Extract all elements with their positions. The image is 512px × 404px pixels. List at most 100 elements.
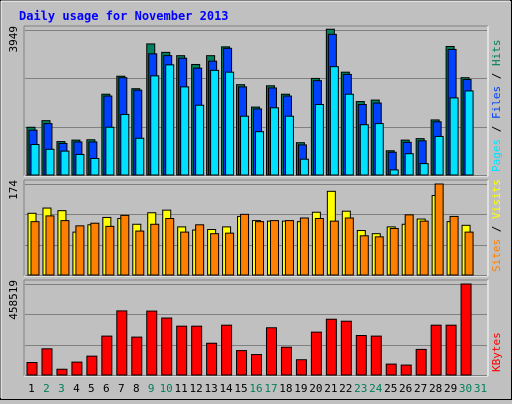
x-tick-label: 16 [249,382,262,395]
pages-bar [314,104,324,176]
x-tick-label: 2 [43,382,50,395]
sites-bar [464,231,474,276]
pages-bar [120,113,130,176]
pages-bar [299,158,309,176]
kbytes-bar [280,346,292,376]
x-tick-label: 19 [294,382,307,395]
hits-files-pages-ymax-label: 3949 [7,26,20,53]
x-tick-label: 27 [414,382,427,395]
legend-files: Files [490,86,503,119]
sites-bar [135,230,145,276]
kbytes-bar [355,335,367,376]
pages-bar [30,144,40,176]
kbytes-bar [400,364,412,376]
sites-bar [105,225,115,276]
x-tick-label: 11 [175,382,188,395]
kbytes-legend: KBytes [490,332,503,372]
kbytes-bar [86,355,98,376]
pages-bar [449,97,459,176]
x-tick-label: 22 [339,382,352,395]
sites-bar [359,235,369,276]
kbytes-bar [415,348,427,376]
pages-bar [344,93,354,176]
pages-bar [105,126,115,176]
x-tick-label: 28 [429,382,442,395]
kbytes-bar [41,348,53,376]
pages-bar [150,75,160,176]
kbytes-bar [101,335,113,376]
legend-sites: Sites [490,239,503,272]
pages-bar [225,71,235,176]
kbytes-ymax-label: 458519 [7,280,20,320]
pages-bar [75,153,85,176]
x-tick-label: 31 [474,382,487,395]
pages-bar [329,66,339,176]
kbytes-bar [206,342,218,376]
x-tick-label: 25 [384,382,397,395]
kbytes-bar [251,354,263,376]
sites-bar [30,221,40,276]
kbytes-bar [265,327,277,376]
pages-bar [135,137,145,176]
pages-bar [210,69,220,176]
kbytes-bar [26,361,38,376]
x-tick-label: 14 [219,382,233,395]
pages-bar [374,123,384,176]
kbytes-bar [295,359,307,376]
pages-bar [269,107,279,176]
pages-bar [180,86,190,176]
legend-visits: Visits [490,179,503,219]
x-tick-label: 6 [103,382,110,395]
sites-bar [314,218,324,276]
sites-bar [90,222,100,276]
x-tick-label: 23 [354,382,367,395]
kbytes-bar [116,310,128,376]
legend-separator: / [490,119,503,139]
kbytes-bar [176,325,188,376]
kbytes-bar [221,324,233,376]
x-tick-label: 13 [204,382,217,395]
sites-bar [299,217,309,276]
kbytes-bar [236,350,248,376]
x-tick-label: 15 [234,382,247,395]
sites-bar [344,217,354,276]
pages-bar [434,135,444,176]
x-tick-label: 29 [444,382,457,395]
pages-bar [389,169,399,176]
x-tick-label: 18 [279,382,292,395]
sites-bar [434,183,444,276]
kbytes-bar [370,335,382,376]
kbytes-bar [340,320,352,376]
sites-bar [329,220,339,276]
sites-bar [240,213,250,276]
legend-separator: / [490,219,503,239]
pages-bar [284,115,294,176]
x-tick-label: 5 [88,382,95,395]
legend-pages: Pages [490,139,503,172]
sites-bar [284,220,294,276]
x-tick-label: 8 [133,382,140,395]
x-tick-label: 17 [264,382,277,395]
x-tick-label: 12 [190,382,203,395]
kbytes-bar [71,361,83,376]
sites-bar [60,220,70,276]
pages-bar [419,163,429,176]
x-tick-label: 1 [28,382,35,395]
visits-sites-ymax-label: 174 [7,180,20,200]
legend-separator: / [490,66,503,86]
kbytes-bar [460,283,472,376]
sites-bar [255,221,265,276]
x-tick-label: 30 [459,382,472,395]
kbytes-bar [325,318,337,376]
x-tick-label: 4 [73,382,80,395]
legend-hits: Hits [490,40,503,67]
kbytes-bar [191,325,203,376]
x-tick-label: 21 [324,382,337,395]
visits-sites-legend: Sites / Visits [490,179,503,272]
pages-bar [240,115,250,176]
pages-bar [464,90,474,176]
pages-bar [90,157,100,176]
chart-title: Daily usage for November 2013 [19,9,229,23]
